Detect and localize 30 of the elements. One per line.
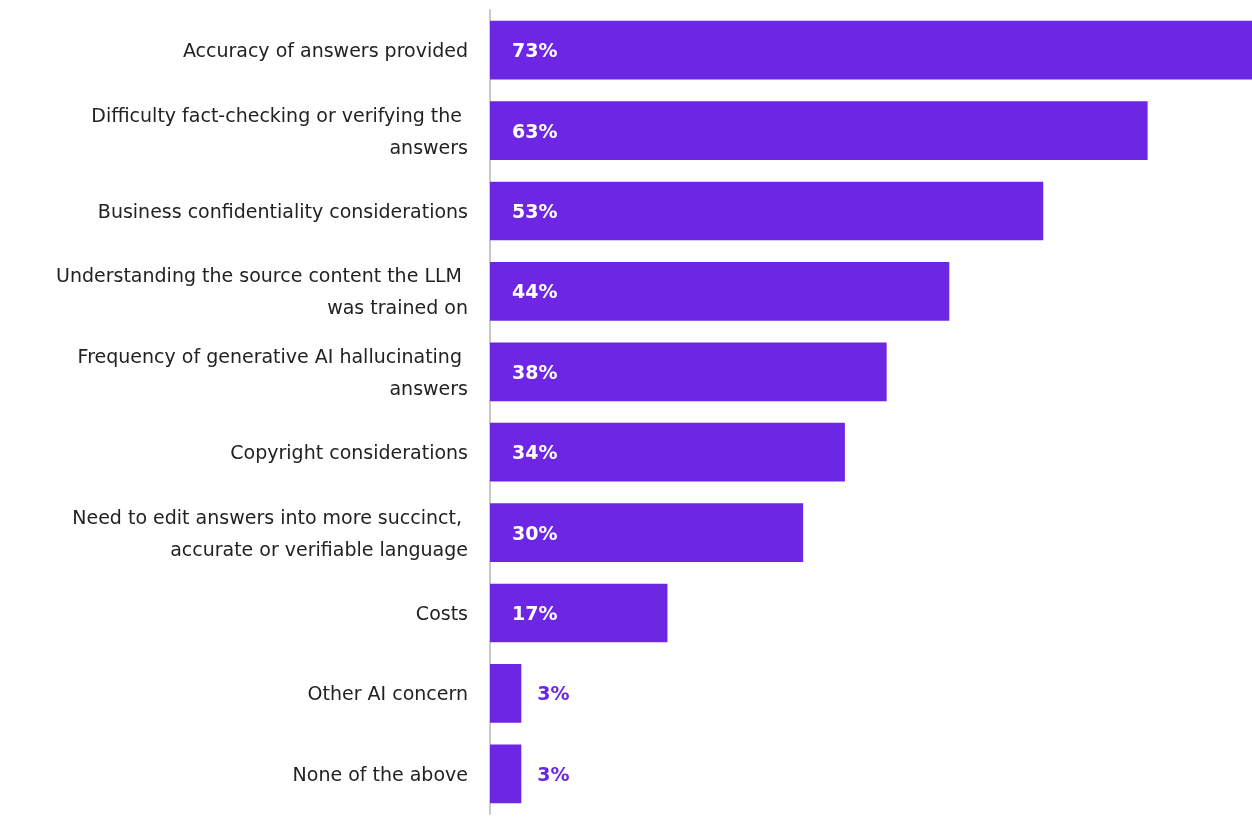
y-tick-label: Other AI concern <box>307 682 468 705</box>
bar <box>490 101 1148 160</box>
data-label: 34% <box>512 441 558 464</box>
bar <box>490 342 887 402</box>
y-tick-label: Understanding the source content the LLM was trained on <box>56 264 468 319</box>
y-tick-label: Difficulty fact-checking or verifying the answers <box>91 103 468 158</box>
data-label: 63% <box>512 119 558 142</box>
bar <box>490 262 950 321</box>
bar <box>490 20 1252 80</box>
data-label: 38% <box>512 360 558 383</box>
y-tick-label: Frequency of generative AI hallucinating answers <box>77 344 468 399</box>
bar <box>490 181 1044 241</box>
bar <box>490 583 668 643</box>
y-tick-label: Business confidentiality considerations <box>97 200 468 222</box>
y-tick-label: Costs <box>415 602 468 624</box>
data-label: 53% <box>512 200 558 222</box>
bar <box>490 664 522 723</box>
data-label: 30% <box>512 521 558 544</box>
data-label: 73% <box>512 39 558 62</box>
bar <box>490 503 804 562</box>
data-label: 44% <box>512 280 558 303</box>
bar <box>490 422 845 482</box>
y-tick-label: None of the above <box>292 762 468 785</box>
data-label: 17% <box>512 602 558 624</box>
y-tick-label: Copyright considerations <box>230 441 468 464</box>
y-tick-label: Accuracy of answers provided <box>182 39 468 62</box>
y-tick-label: Need to edit answers into more succinct, accurate or verifiable language <box>72 505 468 560</box>
bar <box>490 744 522 804</box>
data-label: 3% <box>537 682 570 705</box>
data-label: 3% <box>537 762 570 785</box>
